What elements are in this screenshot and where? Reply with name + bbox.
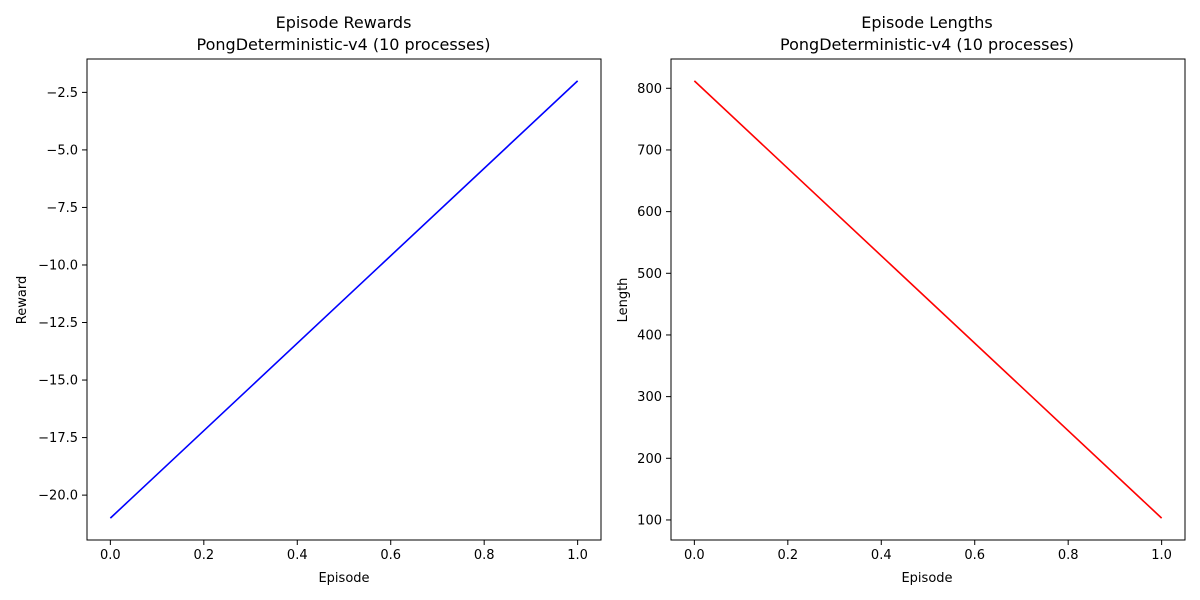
rewards-y-tick-label: −20.0 (38, 489, 78, 504)
rewards-x-axis-label: Episode (318, 571, 369, 586)
lengths-chart-title: Episode Lengths (861, 13, 992, 32)
lengths-x-ticks: 0.0 0.2 0.4 0.6 0.8 1.0 (684, 540, 1172, 563)
rewards-chart-subtitle: PongDeterministic-v4 (10 processes) (197, 35, 491, 54)
lengths-series-line (693, 80, 1163, 519)
lengths-x-tick-label: 0.8 (1058, 548, 1079, 563)
rewards-y-tick-label: −5.0 (46, 143, 78, 158)
lengths-y-tick-label: 800 (637, 82, 662, 97)
rewards-chart: Episode Rewards PongDeterministic-v4 (10… (15, 13, 602, 586)
lengths-x-tick-label: 0.2 (777, 548, 798, 563)
lengths-y-tick-label: 400 (637, 328, 662, 343)
rewards-y-tick-label: −12.5 (38, 316, 78, 331)
lengths-x-tick-label: 0.6 (964, 548, 985, 563)
rewards-y-tick-label: −2.5 (46, 86, 78, 101)
lengths-y-tick-label: 100 (637, 513, 662, 528)
rewards-y-tick-label: −15.0 (38, 374, 78, 389)
lengths-x-tick-label: 0.0 (684, 548, 705, 563)
rewards-series-line (109, 80, 579, 519)
lengths-x-tick-label: 1.0 (1151, 548, 1172, 563)
lengths-y-tick-label: 600 (637, 205, 662, 220)
rewards-x-tick-label: 0.0 (100, 548, 121, 563)
rewards-x-tick-label: 1.0 (567, 548, 588, 563)
lengths-y-tick-label: 500 (637, 267, 662, 282)
rewards-x-tick-label: 0.8 (474, 548, 495, 563)
rewards-plot-area (109, 80, 579, 519)
lengths-y-tick-label: 200 (637, 452, 662, 467)
rewards-axes-frame (86, 58, 602, 541)
lengths-chart-subtitle: PongDeterministic-v4 (10 processes) (780, 35, 1074, 54)
rewards-x-ticks: 0.0 0.2 0.4 0.6 0.8 1.0 (100, 540, 588, 563)
rewards-y-tick-label: −17.5 (38, 431, 78, 446)
rewards-chart-title: Episode Rewards (276, 13, 412, 32)
rewards-y-axis-label: Reward (15, 276, 30, 324)
lengths-axes-frame (670, 58, 1186, 541)
rewards-x-tick-label: 0.2 (193, 548, 214, 563)
lengths-plot-area (693, 80, 1163, 519)
lengths-y-ticks: 100 200 300 400 500 600 700 800 (637, 82, 671, 528)
lengths-x-axis-label: Episode (901, 571, 952, 586)
lengths-chart: Episode Lengths PongDeterministic-v4 (10… (616, 13, 1186, 586)
rewards-y-ticks: −20.0 −17.5 −15.0 −12.5 −10.0 −7.5 −5.0 −2.5 (38, 86, 87, 504)
rewards-y-tick-label: −7.5 (46, 201, 78, 216)
rewards-x-tick-label: 0.6 (380, 548, 401, 563)
rewards-x-tick-label: 0.4 (287, 548, 308, 563)
lengths-y-tick-label: 700 (637, 143, 662, 158)
lengths-y-tick-label: 300 (637, 390, 662, 405)
lengths-x-tick-label: 0.4 (871, 548, 892, 563)
lengths-y-axis-label: Length (616, 278, 631, 323)
rewards-y-tick-label: −10.0 (38, 258, 78, 273)
